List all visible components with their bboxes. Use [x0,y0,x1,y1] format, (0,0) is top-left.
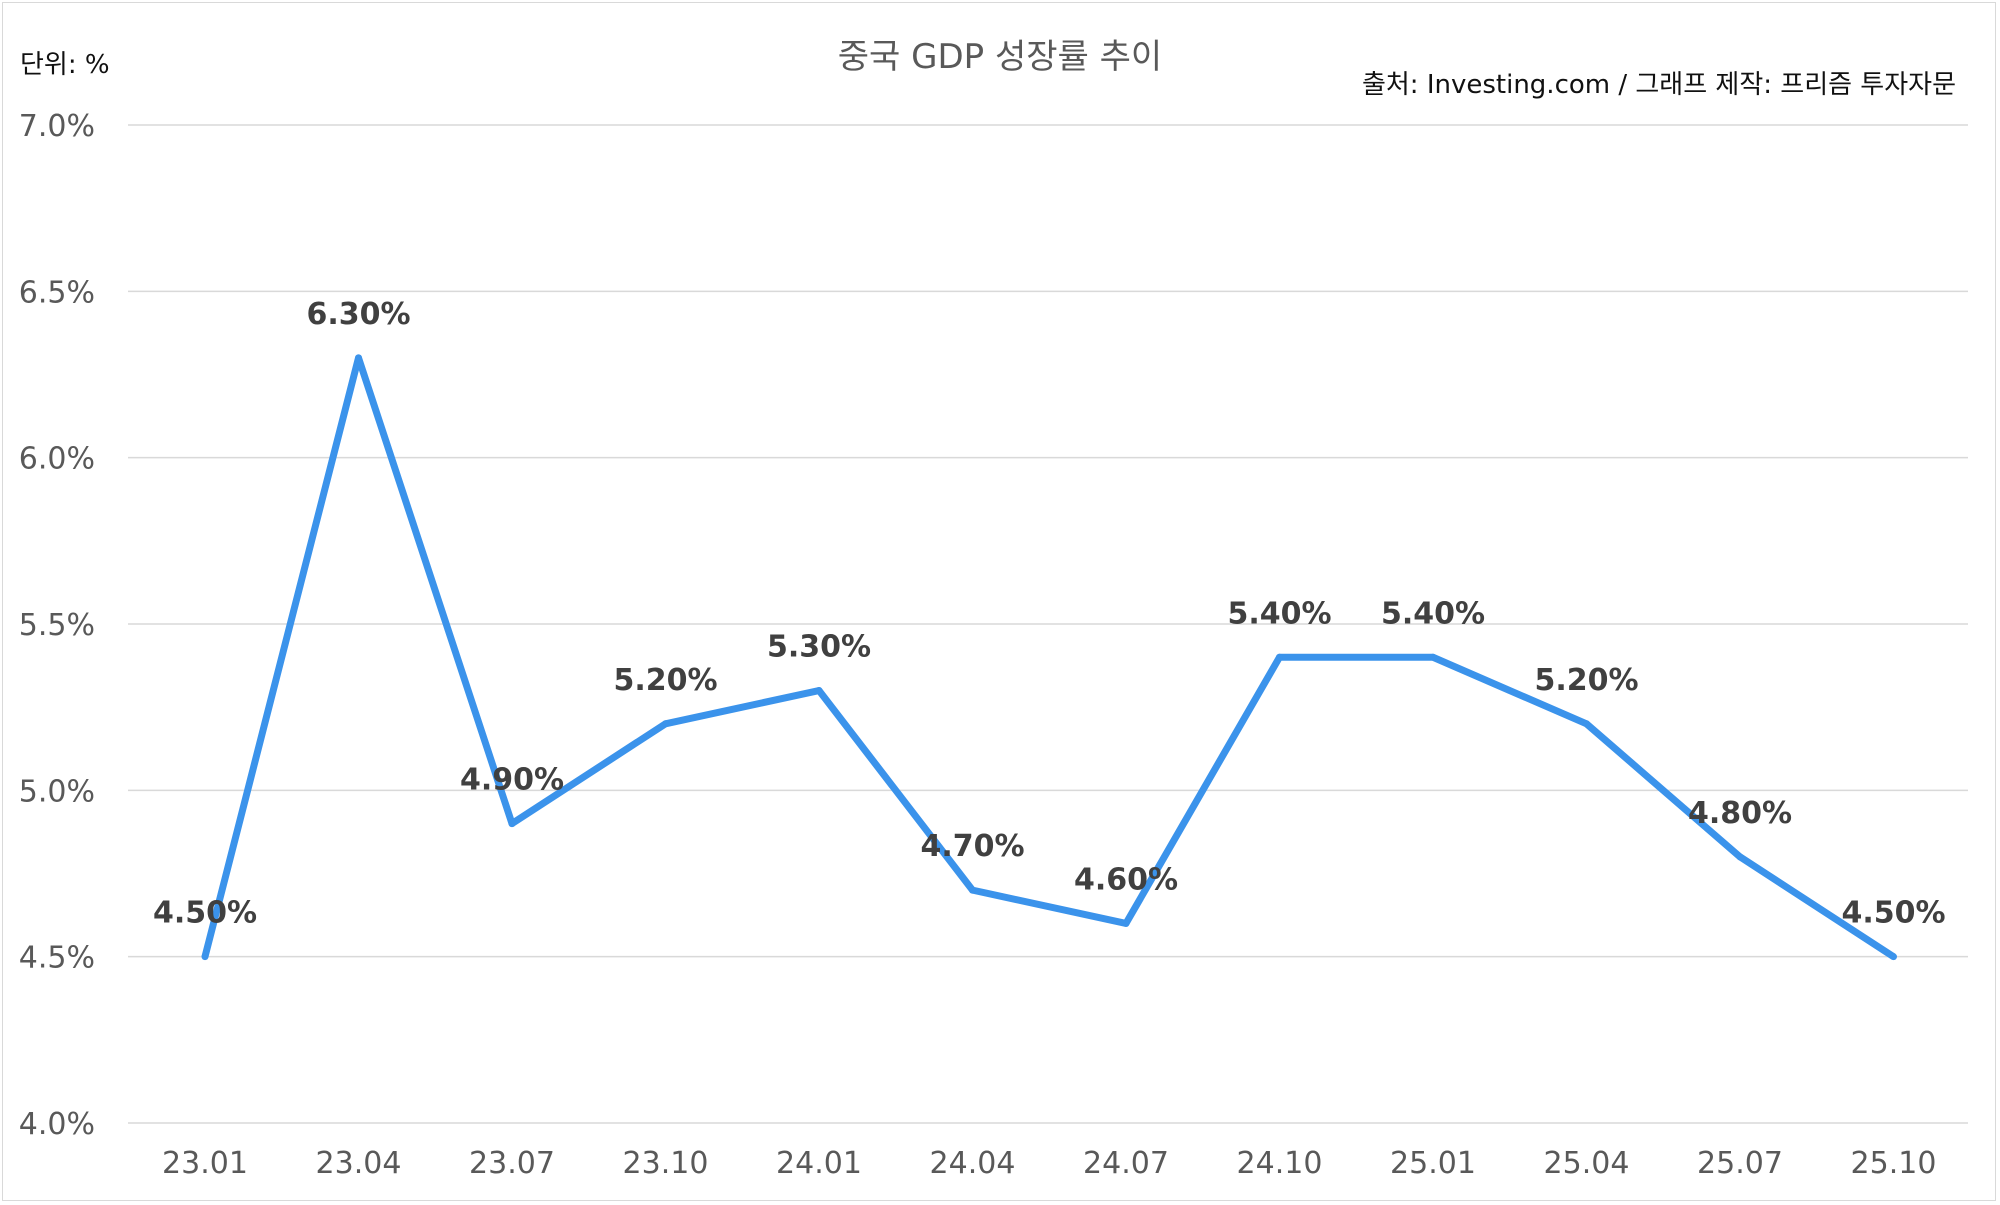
y-tick-label: 6.5% [19,275,95,310]
data-point [662,720,669,728]
data-label: 4.90% [460,763,564,798]
y-tick-label: 5.5% [19,608,95,643]
chart-title: 중국 GDP 성장률 추이 [838,37,1162,77]
x-tick-label: 25.07 [1697,1146,1783,1181]
data-label: 4.70% [920,829,1024,864]
data-labels: 4.50% 6.30% 4.90% 5.20% 5.30% 4.70% 4.60% 5.40%… [153,297,1946,931]
data-point [201,953,209,961]
y-tick-label: 7.0% [19,109,95,144]
data-point [1122,919,1130,927]
data-point [1890,953,1897,961]
series-line-layer [201,354,1897,961]
data-label: 5.40% [1381,596,1485,631]
unit-note: 단위: % [20,50,110,80]
x-tick-label: 23.01 [162,1146,248,1181]
y-axis-ticks: 4.0% 4.5% 5.0% 5.5% 6.0% 6.5% 7.0% [19,109,95,1142]
x-tick-label: 24.10 [1237,1146,1323,1181]
source-note: 출처: Investing.com / 그래프 제작: 프리즘 투자자문 [1362,70,1956,100]
x-tick-label: 24.07 [1083,1146,1169,1181]
y-tick-label: 4.0% [19,1107,95,1142]
data-label: 4.80% [1688,796,1792,831]
data-point [1736,853,1744,861]
y-tick-label: 4.5% [19,941,95,976]
x-axis-ticks: 23.01 23.04 23.07 23.10 24.01 24.04 24.07 24.10… [162,1146,1936,1181]
data-point [1429,653,1437,661]
data-label: 5.20% [1534,663,1638,698]
x-tick-label: 25.01 [1390,1146,1476,1181]
x-tick-label: 25.10 [1851,1146,1937,1181]
x-tick-label: 24.01 [776,1146,862,1181]
x-tick-label: 23.04 [316,1146,402,1181]
data-point [1583,720,1590,728]
data-point [508,820,516,828]
data-point [969,886,976,894]
x-tick-label: 23.07 [469,1146,555,1181]
data-point [815,687,823,695]
y-tick-label: 6.0% [19,442,95,477]
y-tick-label: 5.0% [19,774,95,809]
data-label: 4.50% [1841,896,1945,931]
data-label: 4.50% [153,896,257,931]
x-tick-label: 25.04 [1544,1146,1630,1181]
data-label: 5.20% [613,663,717,698]
x-tick-label: 23.10 [623,1146,709,1181]
data-label: 5.30% [767,630,871,665]
data-label: 5.40% [1227,596,1331,631]
series-line [201,354,1896,960]
data-point [355,354,362,362]
data-label: 6.30% [306,297,410,332]
gridlines [128,124,1968,1124]
data-point [1276,653,1283,661]
x-tick-label: 24.04 [930,1146,1016,1181]
data-label: 4.60% [1074,862,1178,897]
